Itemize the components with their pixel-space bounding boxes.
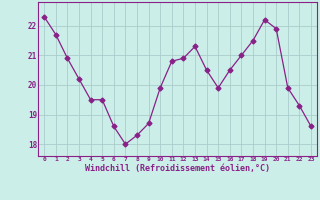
- X-axis label: Windchill (Refroidissement éolien,°C): Windchill (Refroidissement éolien,°C): [85, 164, 270, 173]
